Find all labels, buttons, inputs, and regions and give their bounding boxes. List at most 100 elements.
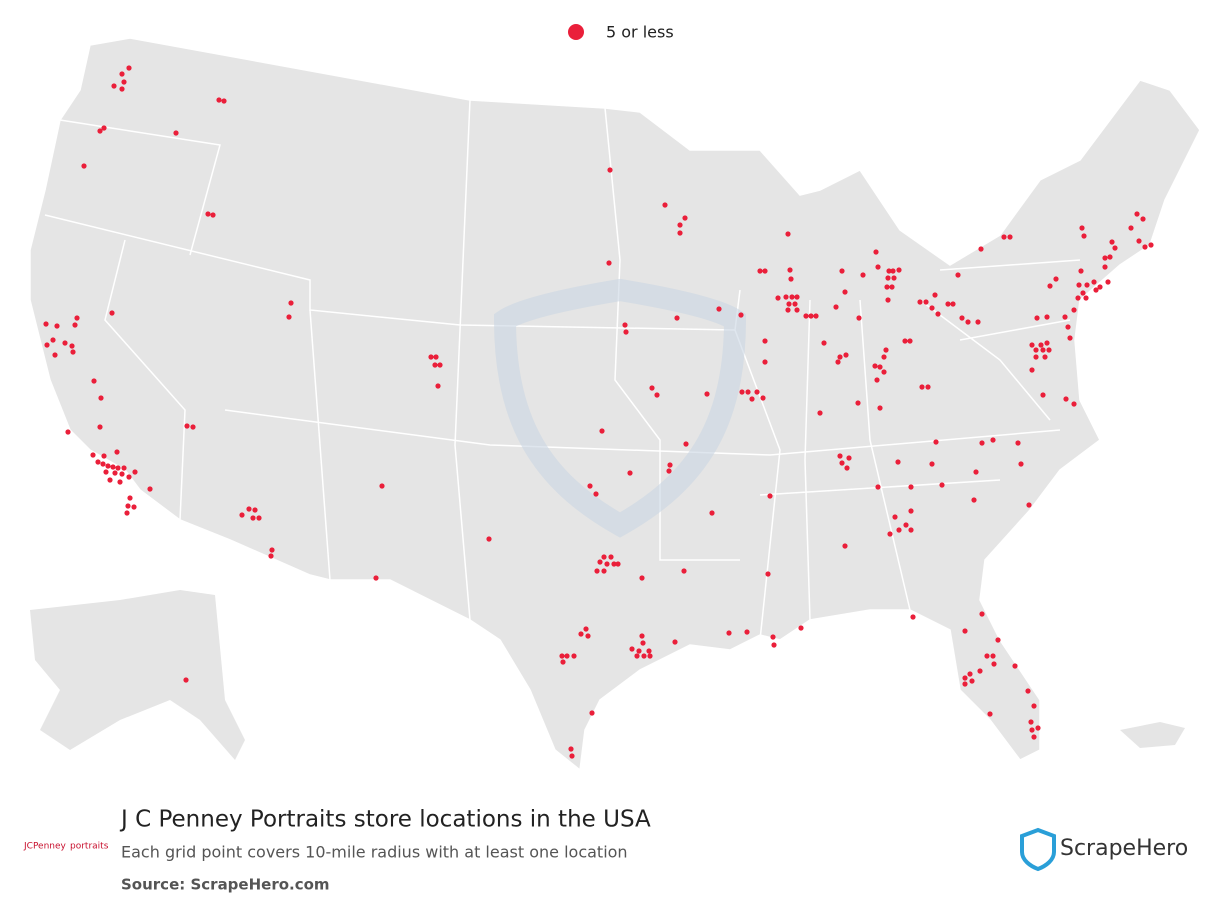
location-dot (646, 648, 652, 654)
client-logo-name: JCPenney (23, 842, 67, 852)
location-dot (121, 465, 127, 471)
legend-marker (568, 24, 584, 40)
location-dot (74, 315, 80, 321)
location-dot (1035, 725, 1041, 731)
location-dot (817, 410, 823, 416)
location-dot (1047, 283, 1053, 289)
location-dot (183, 677, 189, 683)
location-dot (105, 463, 111, 469)
location-dot (667, 462, 673, 468)
location-dot (939, 482, 945, 488)
location-dot (1044, 314, 1050, 320)
location-dot (929, 305, 935, 311)
location-dot (124, 510, 130, 516)
location-dot (1071, 401, 1077, 407)
location-dot (803, 313, 809, 319)
location-dot (1067, 335, 1073, 341)
location-dot (856, 315, 862, 321)
location-dot (785, 231, 791, 237)
location-dot (622, 322, 628, 328)
location-dot (1046, 347, 1052, 353)
alaska (30, 590, 245, 760)
location-dot (1105, 279, 1111, 285)
source: Source: ScrapeHero.com (121, 876, 330, 894)
location-dot (564, 653, 570, 659)
location-dot (962, 675, 968, 681)
location-dot (649, 385, 655, 391)
location-dot (1001, 234, 1007, 240)
location-dot (674, 315, 680, 321)
location-dot (739, 389, 745, 395)
location-dot (990, 437, 996, 443)
location-dot (611, 561, 617, 567)
location-dot (677, 222, 683, 228)
location-dot (256, 515, 262, 521)
location-dot (991, 661, 997, 667)
location-dot (623, 329, 629, 335)
location-dot (935, 311, 941, 317)
location-dot (889, 284, 895, 290)
location-dot (568, 746, 574, 752)
location-dot (121, 79, 127, 85)
location-dot (932, 292, 938, 298)
location-dot (585, 633, 591, 639)
location-dot (109, 310, 115, 316)
location-dot (767, 493, 773, 499)
location-dot (239, 512, 245, 518)
location-dot (1140, 216, 1146, 222)
location-dot (132, 469, 138, 475)
location-dot (666, 468, 672, 474)
hawaii (1120, 722, 1185, 748)
location-dot (127, 495, 133, 501)
location-dot (119, 71, 125, 77)
location-dot (268, 553, 274, 559)
location-dot (599, 428, 605, 434)
location-dot (62, 340, 68, 346)
location-dot (1040, 392, 1046, 398)
location-dot (681, 568, 687, 574)
location-dot (677, 230, 683, 236)
location-dot (945, 301, 951, 307)
location-dot (1078, 268, 1084, 274)
location-dot (1093, 287, 1099, 293)
location-dot (875, 484, 881, 490)
location-dot (1029, 727, 1035, 733)
location-dot (762, 359, 768, 365)
location-dot (428, 354, 434, 360)
location-dot (890, 268, 896, 274)
location-dot (190, 424, 196, 430)
location-dot (72, 322, 78, 328)
location-dot (1007, 234, 1013, 240)
location-dot (54, 323, 60, 329)
location-dot (975, 319, 981, 325)
location-dot (760, 395, 766, 401)
location-dot (52, 352, 58, 358)
location-dot (855, 400, 861, 406)
location-dot (662, 202, 668, 208)
state-borders (44, 99, 1081, 641)
location-dot (107, 477, 113, 483)
location-dot (125, 503, 131, 509)
location-dot (923, 299, 929, 305)
location-dot (950, 301, 956, 307)
location-dot (726, 630, 732, 636)
location-dot (636, 648, 642, 654)
location-dot (98, 395, 104, 401)
location-dot (1018, 461, 1024, 467)
location-dot (872, 363, 878, 369)
location-dot (1142, 244, 1148, 250)
location-dot (373, 575, 379, 581)
location-dot (794, 307, 800, 313)
location-dot (995, 637, 1001, 643)
location-dot (44, 342, 50, 348)
location-dot (97, 128, 103, 134)
location-dot (1097, 284, 1103, 290)
location-dot (919, 384, 925, 390)
location-dot (216, 97, 222, 103)
location-dot (587, 483, 593, 489)
location-dot (783, 294, 789, 300)
location-dot (881, 369, 887, 375)
location-dot (640, 640, 646, 646)
location-dot (933, 439, 939, 445)
